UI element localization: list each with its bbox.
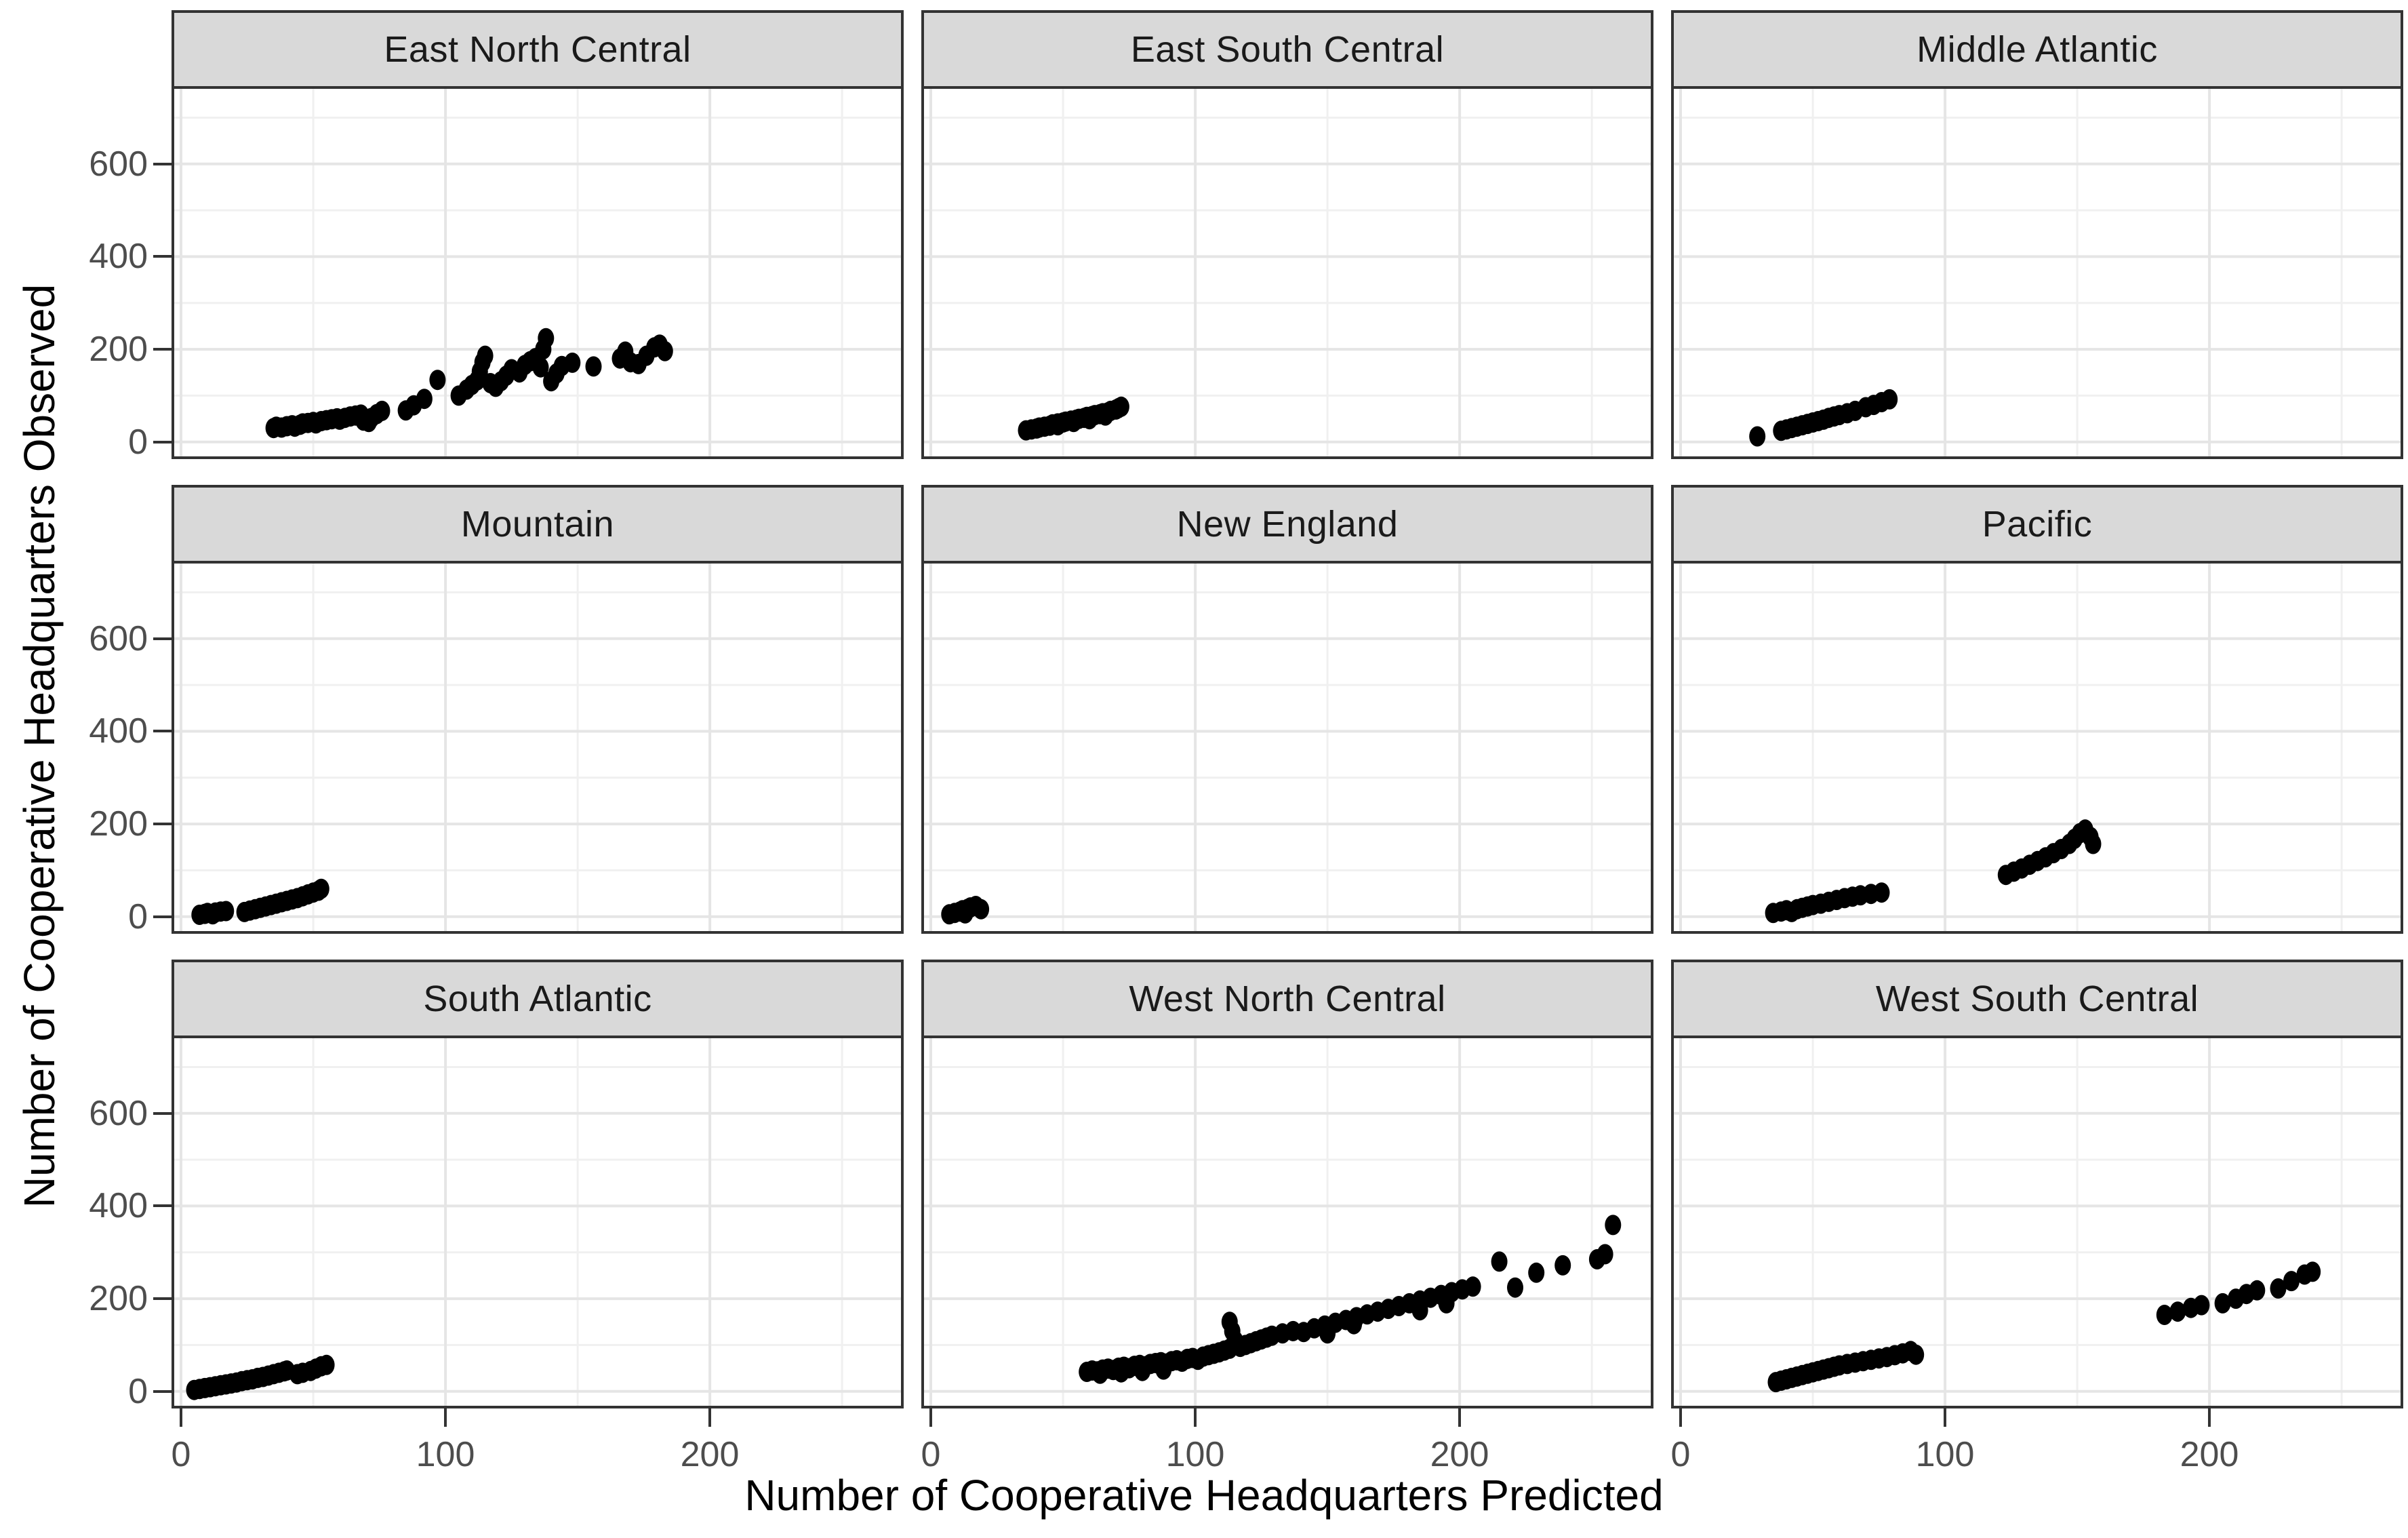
y-tick-label-text: 600 [89, 144, 148, 184]
x-tick-label-text: 100 [416, 1435, 475, 1474]
x-tick-mark [444, 1408, 447, 1427]
x-tick-label-text: 200 [1430, 1435, 1489, 1474]
x-tick-mark [1194, 1408, 1197, 1427]
y-tick-mark [153, 255, 172, 258]
facet-panel-pacific [1671, 561, 2403, 934]
y-tick-label-text: 600 [89, 1094, 148, 1133]
facet-panel-south-atlantic [172, 1036, 904, 1408]
y-tick-label-text: 400 [89, 237, 148, 276]
facet-strip-label: East North Central [384, 29, 691, 70]
y-tick-mark [153, 441, 172, 443]
y-tick-label: 200 [26, 329, 148, 370]
x-tick-mark [1679, 1408, 1682, 1427]
facet-strip: West South Central [1671, 960, 2403, 1036]
y-tick-label: 200 [26, 804, 148, 844]
x-tick-label: 200 [2142, 1434, 2277, 1475]
facet-strip-label: East South Central [1130, 29, 1445, 70]
facet-strip-label: South Atlantic [423, 979, 652, 1019]
y-axis-title: Number of Cooperative Headquarters Obser… [15, 283, 64, 1208]
y-tick-label: 600 [26, 618, 148, 659]
x-tick-mark [708, 1408, 711, 1427]
facet-panel-east-north-central [172, 86, 904, 459]
y-tick-label-text: 0 [128, 897, 148, 936]
y-tick-label: 400 [26, 711, 148, 751]
facet-strip-label: West South Central [1875, 979, 2199, 1019]
facet-strip-label: New England [1176, 504, 1399, 545]
y-tick-mark [153, 1204, 172, 1207]
y-tick-mark [153, 823, 172, 825]
y-tick-label: 0 [26, 1371, 148, 1412]
facet-panel-west-south-central [1671, 1036, 2403, 1408]
x-tick-label: 0 [1613, 1434, 1748, 1475]
y-tick-label-text: 600 [89, 619, 148, 658]
y-tick-label-text: 0 [128, 422, 148, 462]
y-tick-mark [153, 348, 172, 351]
facet-strip-label: Mountain [460, 504, 615, 545]
x-tick-label-text: 200 [2180, 1435, 2239, 1474]
y-tick-label: 0 [26, 422, 148, 462]
x-tick-label-text: 100 [1915, 1435, 1975, 1474]
y-tick-mark [153, 637, 172, 640]
x-tick-label-text: 0 [921, 1435, 941, 1474]
y-tick-label: 0 [26, 896, 148, 937]
facet-strip-label: Pacific [1982, 504, 2093, 545]
x-tick-mark [2208, 1408, 2211, 1427]
x-tick-label-text: 0 [171, 1435, 191, 1474]
y-tick-label: 600 [26, 1093, 148, 1134]
y-tick-label: 600 [26, 144, 148, 184]
facet-strip: East South Central [921, 10, 1653, 86]
x-tick-mark [1944, 1408, 1946, 1427]
y-tick-mark [153, 1112, 172, 1115]
x-tick-mark [180, 1408, 182, 1427]
facet-strip: Mountain [172, 485, 904, 561]
facet-strip: Pacific [1671, 485, 2403, 561]
x-tick-label: 100 [378, 1434, 513, 1475]
y-tick-label-text: 400 [89, 1186, 148, 1225]
facet-strip: Middle Atlantic [1671, 10, 2403, 86]
x-tick-mark [1458, 1408, 1461, 1427]
x-tick-label: 0 [863, 1434, 999, 1475]
x-tick-label: 100 [1877, 1434, 2013, 1475]
y-tick-label-text: 200 [89, 1279, 148, 1318]
x-tick-label-text: 100 [1165, 1435, 1225, 1474]
y-tick-mark [153, 730, 172, 732]
facet-panel-west-north-central [921, 1036, 1653, 1408]
facet-strip: South Atlantic [172, 960, 904, 1036]
y-tick-mark [153, 915, 172, 918]
facet-strip-label: Middle Atlantic [1917, 29, 2158, 70]
y-tick-mark [153, 1390, 172, 1393]
y-tick-mark [153, 1297, 172, 1300]
y-tick-label-text: 0 [128, 1372, 148, 1411]
y-tick-label: 400 [26, 1185, 148, 1226]
facet-panel-east-south-central [921, 86, 1653, 459]
x-axis-title: Number of Cooperative Headquarters Predi… [744, 1471, 1664, 1520]
facet-strip: West North Central [921, 960, 1653, 1036]
x-tick-label-text: 200 [680, 1435, 740, 1474]
y-tick-mark [153, 163, 172, 165]
facet-panel-mountain [172, 561, 904, 934]
x-tick-label: 100 [1127, 1434, 1263, 1475]
facet-panel-new-england [921, 561, 1653, 934]
x-tick-label-text: 0 [1670, 1435, 1691, 1474]
y-tick-label-text: 400 [89, 711, 148, 751]
y-tick-label: 200 [26, 1278, 148, 1319]
x-tick-label: 0 [113, 1434, 249, 1475]
facet-strip: New England [921, 485, 1653, 561]
y-tick-label-text: 200 [89, 330, 148, 369]
facet-panel-middle-atlantic [1671, 86, 2403, 459]
facet-strip-label: West North Central [1129, 979, 1446, 1019]
x-tick-mark [929, 1408, 932, 1427]
y-tick-label-text: 200 [89, 804, 148, 844]
y-tick-label: 400 [26, 236, 148, 277]
facet-strip: East North Central [172, 10, 904, 86]
x-tick-label: 200 [642, 1434, 778, 1475]
x-tick-label: 200 [1392, 1434, 1527, 1475]
